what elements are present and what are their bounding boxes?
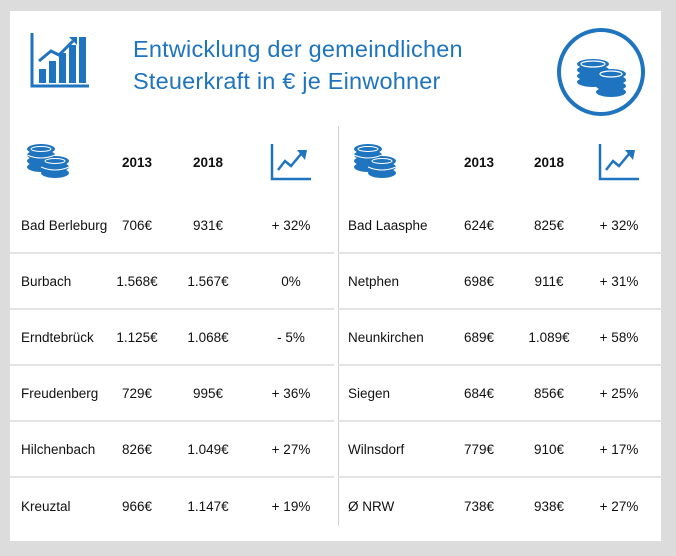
municipality-name: Bad Berleburg (21, 217, 108, 233)
column-divider (338, 126, 339, 526)
header-2018: 2018 (533, 154, 565, 170)
value-2018: 856€ (533, 385, 565, 401)
right-table: 2013 2018 Bad Laasphe 624€ 825€ + 32% Ne… (338, 126, 662, 534)
change-percent: + 32% (599, 217, 639, 233)
municipality-name: Burbach (21, 273, 72, 289)
value-2013: 684€ (463, 385, 495, 401)
title-line-1: Entwicklung der gemeindlichen (133, 36, 463, 62)
municipality-name: Freudenberg (21, 385, 99, 401)
page-title: Entwicklung der gemeindlichen Steuerkraf… (133, 33, 553, 97)
value-2018: 1.049€ (187, 441, 229, 457)
value-2018: 931€ (192, 217, 224, 233)
value-2018: 938€ (533, 498, 565, 514)
title-line-2: Steuerkraft in € je Einwohner (133, 68, 441, 94)
municipality-name: Siegen (348, 385, 391, 401)
value-2018: 825€ (533, 217, 565, 233)
value-2018: 910€ (533, 441, 565, 457)
coins-icon (353, 144, 397, 178)
trend-up-icon (270, 144, 311, 181)
change-percent: 0% (281, 273, 301, 289)
change-percent: + 58% (599, 329, 639, 345)
coins-circle-icon (557, 28, 645, 116)
municipality-name: Wilnsdorf (348, 441, 405, 457)
table-row: Bad Berleburg 706€ 931€ + 32% (10, 198, 334, 254)
table-row: Netphen 698€ 911€ + 31% (338, 254, 662, 310)
value-2013: 706€ (121, 217, 153, 233)
change-percent: + 27% (599, 498, 639, 514)
municipality-name: Bad Laasphe (348, 217, 428, 233)
table-header-row: 2013 2018 (10, 126, 334, 198)
value-2018: 995€ (192, 385, 224, 401)
value-2013: 779€ (463, 441, 495, 457)
municipality-name: Kreuztal (21, 498, 71, 514)
value-2013: 826€ (121, 441, 153, 457)
municipality-name: Hilchenbach (21, 441, 96, 457)
left-table: 2013 2018 Bad Berleburg 706€ 931€ + 32% … (10, 126, 334, 534)
table-row: Neunkirchen 689€ 1.089€ + 58% (338, 310, 662, 366)
municipality-name: Netphen (348, 273, 400, 289)
municipality-name: Ø NRW (348, 498, 395, 514)
change-percent: + 19% (271, 498, 311, 514)
change-percent: + 27% (271, 441, 311, 457)
infographic-card: Entwicklung der gemeindlichen Steuerkraf… (10, 11, 662, 541)
table-header-row: 2013 2018 (338, 126, 662, 198)
trend-up-icon (598, 144, 639, 181)
change-percent: - 5% (277, 329, 305, 345)
municipality-name: Erndtebrück (21, 329, 94, 345)
value-2018: 911€ (534, 273, 564, 289)
coins-icon (26, 144, 70, 178)
value-2013: 1.125€ (116, 329, 158, 345)
change-percent: + 32% (271, 217, 311, 233)
change-percent: + 36% (271, 385, 311, 401)
table-row: Kreuztal 966€ 1.147€ + 19% (10, 478, 334, 534)
header-2018: 2018 (192, 154, 224, 170)
value-2013: 689€ (463, 329, 495, 345)
table-row: Siegen 684€ 856€ + 25% (338, 366, 662, 422)
value-2013: 966€ (121, 498, 153, 514)
municipality-name: Neunkirchen (348, 329, 424, 345)
value-2018: 1.089€ (528, 329, 570, 345)
table-row: Wilnsdorf 779€ 910€ + 17% (338, 422, 662, 478)
table-row: Ø NRW 738€ 938€ + 27% (338, 478, 662, 534)
value-2013: 738€ (463, 498, 495, 514)
table-row: Burbach 1.568€ 1.567€ 0% (10, 254, 334, 310)
value-2018: 1.068€ (187, 329, 229, 345)
change-percent: + 31% (599, 273, 639, 289)
value-2013: 729€ (121, 385, 153, 401)
value-2013: 1.568€ (116, 273, 158, 289)
table-row: Erndtebrück 1.125€ 1.068€ - 5% (10, 310, 334, 366)
value-2013: 698€ (463, 273, 495, 289)
table-row: Freudenberg 729€ 995€ + 36% (10, 366, 334, 422)
header-2013: 2013 (121, 154, 153, 170)
table-row: Hilchenbach 826€ 1.049€ + 27% (10, 422, 334, 478)
value-2018: 1.567€ (187, 273, 229, 289)
bar-chart-growth-icon (30, 33, 89, 88)
value-2013: 624€ (463, 217, 495, 233)
header-2013: 2013 (463, 154, 495, 170)
change-percent: + 17% (599, 441, 639, 457)
value-2018: 1.147€ (187, 498, 229, 514)
table-row: Bad Laasphe 624€ 825€ + 32% (338, 198, 662, 254)
change-percent: + 25% (599, 385, 639, 401)
